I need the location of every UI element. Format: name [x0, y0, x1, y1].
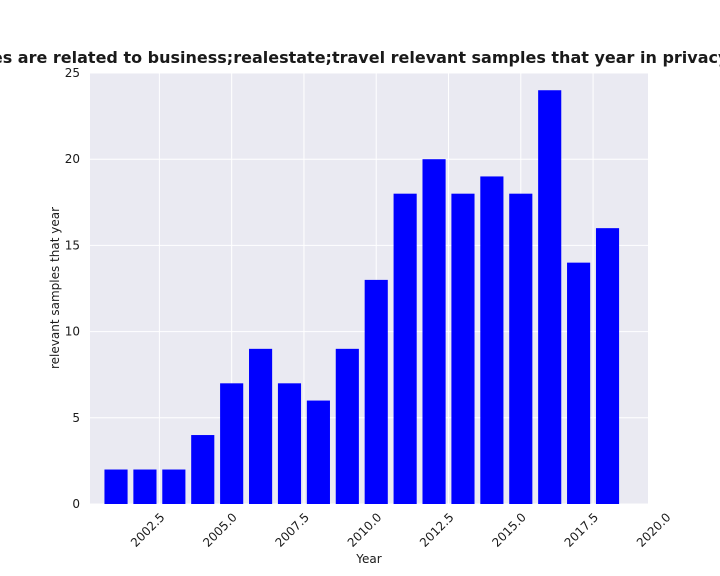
- bar-2014: [480, 176, 504, 504]
- x-tick-label: 2017.5: [562, 510, 602, 550]
- bar-2015: [509, 193, 533, 504]
- x-tick-label: 2002.5: [128, 510, 168, 550]
- bar-2012: [422, 159, 446, 504]
- bar-2008: [306, 400, 330, 504]
- bars: [104, 90, 620, 505]
- bar-2018: [595, 228, 620, 504]
- chart-title: categories are related to business;reale…: [0, 48, 720, 67]
- y-tick-label: 25: [65, 66, 80, 80]
- y-tick-label: 20: [65, 152, 80, 166]
- bar-2009: [335, 348, 359, 504]
- x-tick-label: 2007.5: [272, 510, 312, 550]
- bar-2004: [191, 435, 215, 504]
- bar-2006: [249, 348, 273, 504]
- bar-2002: [133, 469, 157, 504]
- bar-2010: [364, 279, 388, 504]
- y-tick-label: 0: [72, 497, 80, 511]
- bar-2017: [567, 262, 591, 504]
- x-tick-label: 2015.0: [489, 510, 529, 550]
- bar-2003: [162, 469, 186, 504]
- bar-2016: [538, 90, 562, 505]
- x-tick-label: 2005.0: [200, 510, 240, 550]
- bar-2007: [277, 383, 302, 504]
- y-tick-label: 10: [65, 325, 80, 339]
- bar-2013: [451, 193, 475, 504]
- bar-2011: [393, 193, 417, 504]
- bar-2005: [220, 383, 244, 504]
- y-axis-label: relevant samples that year: [48, 207, 62, 369]
- bar-2001: [104, 469, 128, 504]
- x-tick-label: 2012.5: [417, 510, 457, 550]
- y-tick-label: 5: [72, 411, 80, 425]
- y-tick-labels: 0 5 10 15 20 25: [65, 66, 80, 511]
- y-tick-label: 15: [65, 238, 80, 252]
- x-tick-label: 2020.0: [634, 510, 674, 550]
- x-tick-labels: 2002.5 2005.0 2007.5 2010.0 2012.5 2015.0 2017…: [128, 510, 674, 550]
- x-tick-label: 2010.0: [345, 510, 385, 550]
- x-axis-label: Year: [355, 552, 381, 566]
